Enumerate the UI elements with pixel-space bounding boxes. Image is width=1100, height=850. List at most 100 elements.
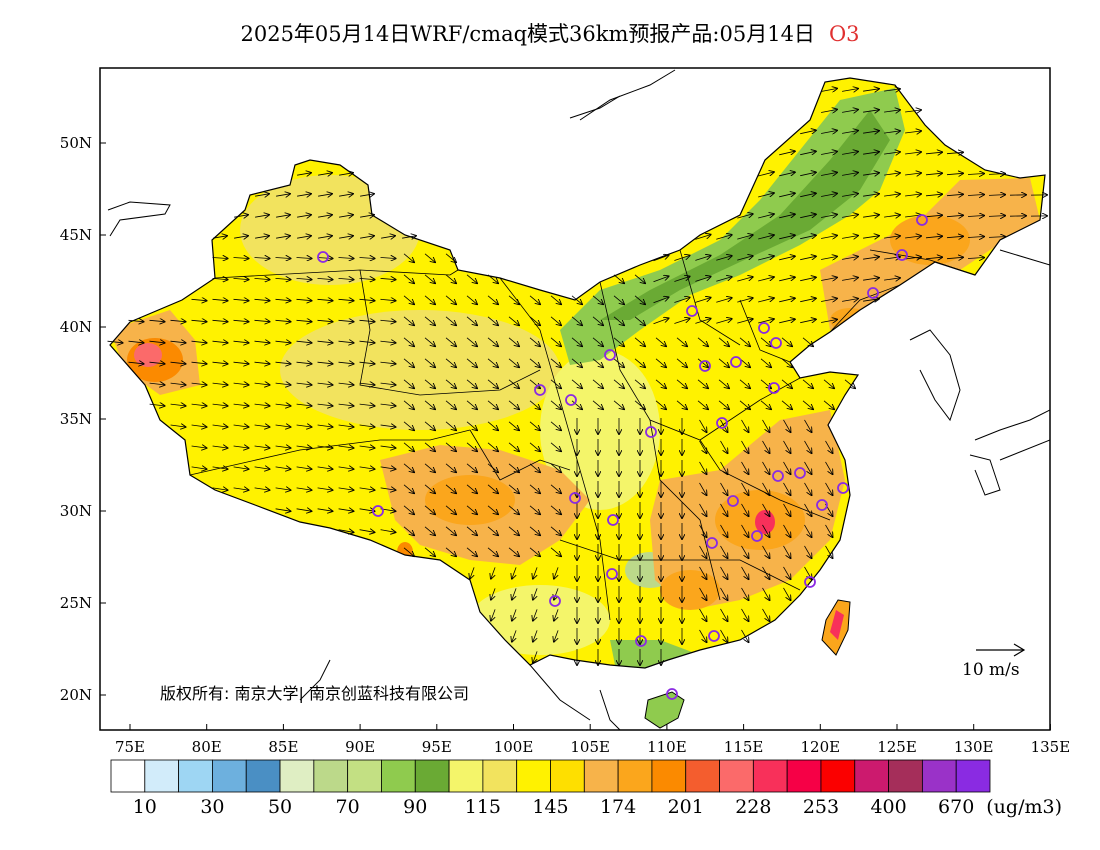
city-marker [666,688,678,700]
wind-vector [779,151,795,155]
wind-vector [170,404,186,406]
wind-vector [212,278,228,279]
colorbar-label: 670 [938,796,974,818]
wind-vector [699,503,707,516]
lat-tick-label: 20N [60,686,92,704]
wind-vector [550,505,561,514]
wind-vector [491,588,496,599]
wind-vector [718,337,729,346]
wind-vector [613,295,624,304]
wind-vector [884,278,900,280]
city-marker [699,360,711,372]
wind-vector [487,295,498,304]
wind-vector [741,482,749,495]
wind-vector [360,236,374,238]
wind-vector [338,258,354,259]
lon-tick-label: 130E [954,738,994,756]
colorbar-swatch [651,759,687,793]
colorbar-swatch [516,759,551,793]
wind-vector [445,379,456,388]
wind-vector [863,131,879,133]
wind-vector [359,488,375,490]
wind-vector [592,295,603,304]
wind-vector [737,214,752,219]
wind-vector [424,463,435,472]
wind-vector [508,358,519,367]
wind-vector [571,400,582,409]
wind-vector [318,236,332,238]
wind-vector [466,484,477,493]
wind-vector [634,337,645,346]
wind-vector [613,358,624,367]
wind-vector [758,172,774,177]
wind-vector [529,400,540,409]
wind-vector [783,566,791,579]
wind-vector [946,173,963,174]
wind-vector [445,274,456,283]
wind-vector [317,258,333,259]
wind-vector [359,383,375,385]
wind-vector [716,319,731,324]
city-marker [751,530,763,542]
wind-vector [149,341,165,343]
wind-vector [863,278,879,280]
wind-vector [275,404,291,406]
colorbar-swatch [888,759,923,793]
wind-vector [741,461,749,474]
wind-vector [359,509,375,511]
wind-vector [508,379,519,388]
wind-vector [804,419,812,432]
wind-vector [487,274,498,283]
wind-vector [967,216,984,217]
wind-vector [967,195,984,196]
wind-vector [338,341,354,343]
wind-vector [613,400,624,409]
wind-vector [491,609,496,620]
wind-vector [804,461,812,474]
wind-vector [821,131,837,134]
map-title: 2025年05月14日WRF/cmaq模式36km预报产品:05月14日 O3 [0,18,1100,48]
wind-vector [403,421,414,430]
wind-vector [318,173,332,175]
wind-vector [275,299,291,300]
wind-vector [699,629,707,642]
wind-vector [741,629,749,642]
wind-vector [403,547,414,556]
colorbar-swatch [550,759,585,793]
wind-vector [487,484,498,493]
lon-tick-label: 100E [494,738,534,756]
city-marker [708,630,720,642]
city-marker [794,467,806,479]
wind-vector [466,547,477,556]
wind-vector [529,337,540,346]
wind-vector [296,341,312,343]
wind-vector [529,316,540,325]
wind-vector [905,257,921,259]
wind-vector [170,425,186,427]
wind-vector [758,193,774,198]
wind-vector [905,236,921,238]
wind-vector [359,320,375,321]
wind-vector [233,341,249,343]
wind-vector [863,299,879,301]
wind-vector [445,253,456,262]
wind-vector [571,358,582,367]
wind-vector [800,319,816,322]
city-marker [770,337,782,349]
wind-vector [191,383,207,385]
wind-vector [424,253,435,262]
wind-vector [884,215,900,217]
wind-vector [360,215,374,217]
wind-vector [699,482,707,495]
city-marker [867,287,879,299]
wind-vector [800,298,816,301]
wind-vector [296,383,312,385]
wind-vector [359,404,375,406]
neighbor-coastlines [107,69,1050,730]
wind-vector [988,195,1005,196]
wind-vector [338,425,354,427]
longitude-axis: 75E 80E 85E 90E 95E 100E 105E 110E 115E 120E 125E 1… [115,724,1070,756]
wind-vector [255,236,269,238]
wind-vector [317,299,333,300]
